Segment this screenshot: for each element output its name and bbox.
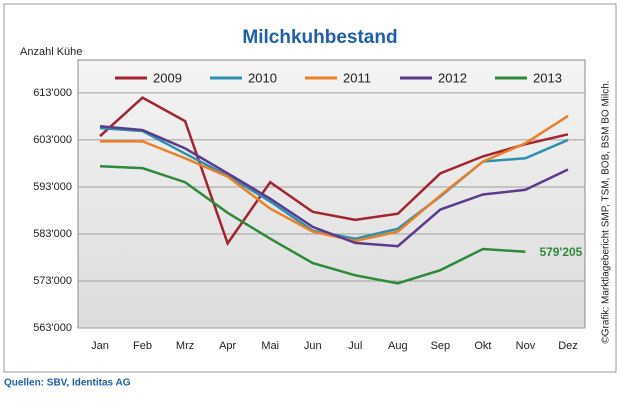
y-tick-label: 583'000 xyxy=(33,228,72,240)
x-tick-label: Apr xyxy=(219,340,236,352)
line xyxy=(99,125,569,248)
x-tick-label: Aug xyxy=(388,340,408,352)
y-axis-label: Anzahl Kühe xyxy=(20,46,82,58)
x-tick-label: Jul xyxy=(348,340,362,352)
x-tick-label: Feb xyxy=(133,340,152,352)
y-tick-label: 603'000 xyxy=(33,134,72,146)
x-tick-label: Jun xyxy=(304,340,322,352)
chart-title: Milchkuhbestand xyxy=(242,27,397,48)
x-tick-label: Dez xyxy=(558,340,578,352)
y-tick-label: 613'000 xyxy=(33,87,72,99)
x-tick-label: Mrz xyxy=(176,340,194,352)
x-tick-label: Jan xyxy=(91,340,109,352)
legend-label: 2010 xyxy=(248,70,277,85)
legend-label: 2009 xyxy=(153,70,182,85)
line xyxy=(99,96,569,247)
legend-label: 2012 xyxy=(438,70,467,85)
line xyxy=(99,165,526,285)
x-tick-label: Sep xyxy=(431,340,451,352)
credit: ©Grafik: Marktlagebericht SMP, TSM, BOB,… xyxy=(601,80,612,343)
x-tick-label: Nov xyxy=(516,340,536,352)
line xyxy=(100,114,569,243)
y-tick-label: 573'000 xyxy=(33,275,72,287)
plot-area xyxy=(77,59,586,329)
x-tick-label: Okt xyxy=(474,340,491,352)
y-tick-label: 563'000 xyxy=(33,322,72,334)
x-tick-label: Mai xyxy=(261,340,279,352)
source: Quellen: SBV, Identitas AG xyxy=(4,378,131,389)
legend-label: 2011 xyxy=(343,70,371,85)
data-label: 579'205 xyxy=(539,245,582,259)
legend-label: 2013 xyxy=(533,70,562,85)
y-tick-label: 593'000 xyxy=(33,181,72,193)
